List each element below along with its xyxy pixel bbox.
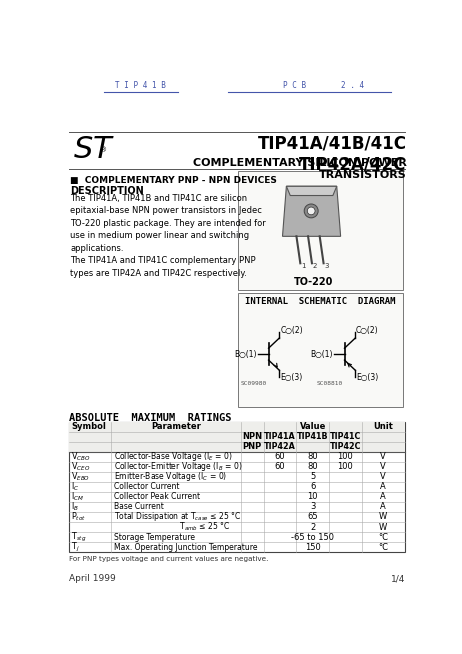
Text: Parameter: Parameter [151, 422, 201, 432]
Text: COMPLEMENTARY SILICON POWER
TRANSISTORS: COMPLEMENTARY SILICON POWER TRANSISTORS [193, 158, 407, 181]
Text: PNP: PNP [243, 442, 262, 451]
Text: 80: 80 [307, 453, 318, 462]
Text: 100: 100 [337, 453, 353, 462]
Text: 60: 60 [275, 462, 286, 472]
Text: NPN: NPN [242, 432, 262, 441]
Text: T I P 4 1 B: T I P 4 1 B [115, 81, 166, 90]
Text: 3: 3 [310, 502, 316, 511]
Polygon shape [282, 186, 340, 236]
Text: -65 to 150: -65 to 150 [291, 532, 334, 542]
Text: 65: 65 [307, 513, 318, 521]
Text: T$_j$: T$_j$ [71, 540, 79, 553]
Circle shape [304, 204, 318, 218]
Text: P C B: P C B [283, 81, 306, 90]
Text: I$_B$: I$_B$ [71, 501, 79, 513]
Text: Collector Current: Collector Current [114, 483, 179, 491]
Text: April 1999: April 1999 [68, 574, 116, 583]
Text: ®: ® [100, 148, 108, 154]
Text: Base Current: Base Current [114, 502, 164, 511]
Bar [68, 422, 405, 552]
Text: Unit: Unit [373, 422, 393, 432]
Text: I$_{CM}$: I$_{CM}$ [71, 490, 84, 503]
Text: 2: 2 [310, 523, 316, 532]
Text: °C: °C [378, 543, 388, 551]
Text: V: V [380, 462, 386, 472]
Text: V: V [380, 472, 386, 481]
Text: 3: 3 [324, 262, 329, 269]
Bar [68, 422, 405, 452]
Text: Collector Peak Current: Collector Peak Current [114, 492, 200, 502]
Text: Total Dissipation at T$_{case}$ ≤ 25 °C: Total Dissipation at T$_{case}$ ≤ 25 °C [114, 511, 241, 523]
Text: Collector-Base Voltage (I$_E$ = 0): Collector-Base Voltage (I$_E$ = 0) [114, 451, 232, 464]
Text: TIP41A: TIP41A [264, 432, 296, 441]
Text: TO-220: TO-220 [294, 277, 333, 287]
Text: B○(1): B○(1) [234, 350, 257, 358]
Text: TIP42C: TIP42C [329, 442, 361, 451]
Text: Storage Temperature: Storage Temperature [114, 532, 195, 542]
Text: The TIP41A, TIP41B and TIP41C are silicon
epitaxial-base NPN power transistors i: The TIP41A, TIP41B and TIP41C are silico… [70, 194, 266, 278]
Text: 5: 5 [310, 472, 316, 481]
Text: 2: 2 [313, 262, 317, 269]
Text: P$_{tot}$: P$_{tot}$ [71, 511, 86, 523]
Text: 2 . 4: 2 . 4 [340, 81, 364, 90]
Text: 60: 60 [275, 453, 286, 462]
Bar [237, 292, 403, 407]
Text: ■  COMPLEMENTARY PNP - NPN DEVICES: ■ COMPLEMENTARY PNP - NPN DEVICES [70, 175, 277, 184]
Text: ABSOLUTE  MAXIMUM  RATINGS: ABSOLUTE MAXIMUM RATINGS [68, 413, 231, 422]
Text: T$_{stg}$: T$_{stg}$ [71, 530, 86, 543]
Text: TIP41B: TIP41B [297, 432, 328, 441]
Text: V$_{EBO}$: V$_{EBO}$ [71, 471, 90, 483]
Text: Emitter-Base Voltage (I$_C$ = 0): Emitter-Base Voltage (I$_C$ = 0) [114, 470, 227, 483]
Text: W: W [379, 513, 387, 521]
Circle shape [307, 207, 315, 215]
Text: SC08810: SC08810 [316, 381, 343, 386]
Text: A: A [380, 492, 386, 502]
Text: For PNP types voltage and current values are negative.: For PNP types voltage and current values… [68, 556, 268, 562]
Text: 80: 80 [307, 462, 318, 472]
Text: 10: 10 [308, 492, 318, 502]
Text: V: V [380, 453, 386, 462]
Text: 1/4: 1/4 [390, 574, 405, 583]
Text: T$_{amb}$ ≤ 25 °C: T$_{amb}$ ≤ 25 °C [114, 521, 230, 533]
Text: TIP42A: TIP42A [264, 442, 296, 451]
Text: INTERNAL  SCHEMATIC  DIAGRAM: INTERNAL SCHEMATIC DIAGRAM [245, 297, 396, 306]
Text: A: A [380, 502, 386, 511]
Polygon shape [286, 186, 337, 196]
Text: W: W [379, 523, 387, 532]
Text: Max. Operating Junction Temperature: Max. Operating Junction Temperature [114, 543, 257, 551]
Bar [237, 171, 403, 290]
Text: V$_{CBO}$: V$_{CBO}$ [71, 451, 91, 463]
Text: TIP41C: TIP41C [329, 432, 361, 441]
Text: I$_C$: I$_C$ [71, 481, 79, 493]
Text: °C: °C [378, 532, 388, 542]
Text: Symbol: Symbol [71, 422, 106, 432]
Text: V$_{CEO}$: V$_{CEO}$ [71, 460, 90, 473]
Text: DESCRIPTION: DESCRIPTION [70, 186, 144, 196]
Text: $\bf\mathit{ST}$: $\bf\mathit{ST}$ [73, 135, 115, 164]
Text: 150: 150 [305, 543, 321, 551]
Text: 6: 6 [310, 483, 316, 491]
Text: TIP41A/41B/41C
TIP42A/42C: TIP41A/41B/41C TIP42A/42C [257, 135, 407, 173]
Text: A: A [380, 483, 386, 491]
Text: Value: Value [299, 422, 326, 432]
Text: 100: 100 [337, 462, 353, 472]
Text: E○(3): E○(3) [356, 373, 378, 383]
Text: SC09980: SC09980 [241, 381, 267, 386]
Text: C○(2): C○(2) [280, 326, 303, 335]
Text: 1: 1 [301, 262, 305, 269]
Text: E○(3): E○(3) [280, 373, 303, 383]
Text: C○(2): C○(2) [356, 326, 379, 335]
Text: B○(1): B○(1) [310, 350, 333, 358]
Text: Collector-Emitter Voltage (I$_B$ = 0): Collector-Emitter Voltage (I$_B$ = 0) [114, 460, 242, 473]
